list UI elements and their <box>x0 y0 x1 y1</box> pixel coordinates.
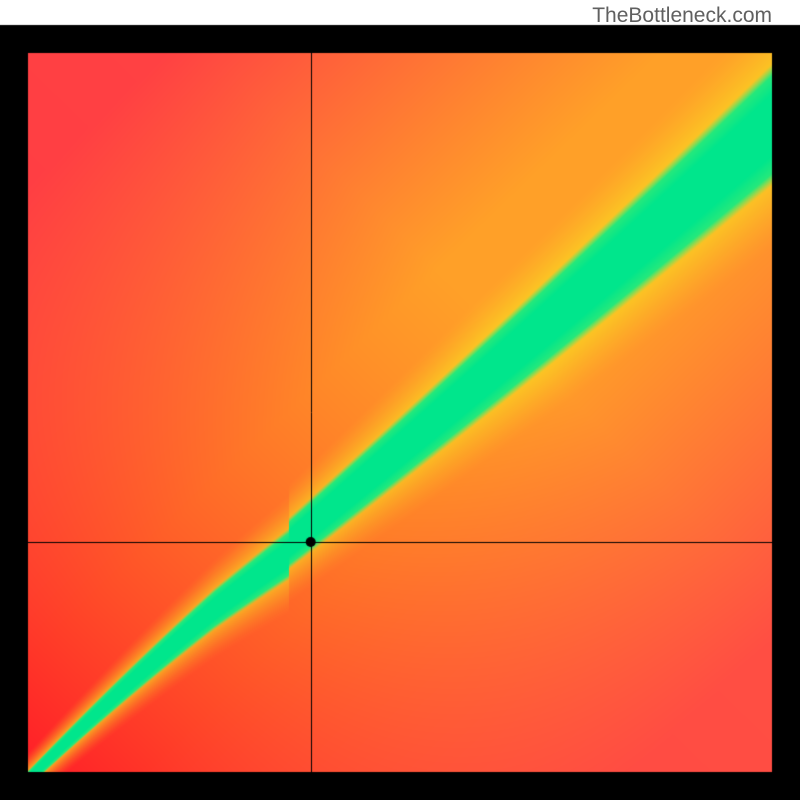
bottleneck-heatmap <box>0 0 800 800</box>
chart-container: TheBottleneck.com <box>0 0 800 800</box>
watermark-text: TheBottleneck.com <box>592 4 772 28</box>
